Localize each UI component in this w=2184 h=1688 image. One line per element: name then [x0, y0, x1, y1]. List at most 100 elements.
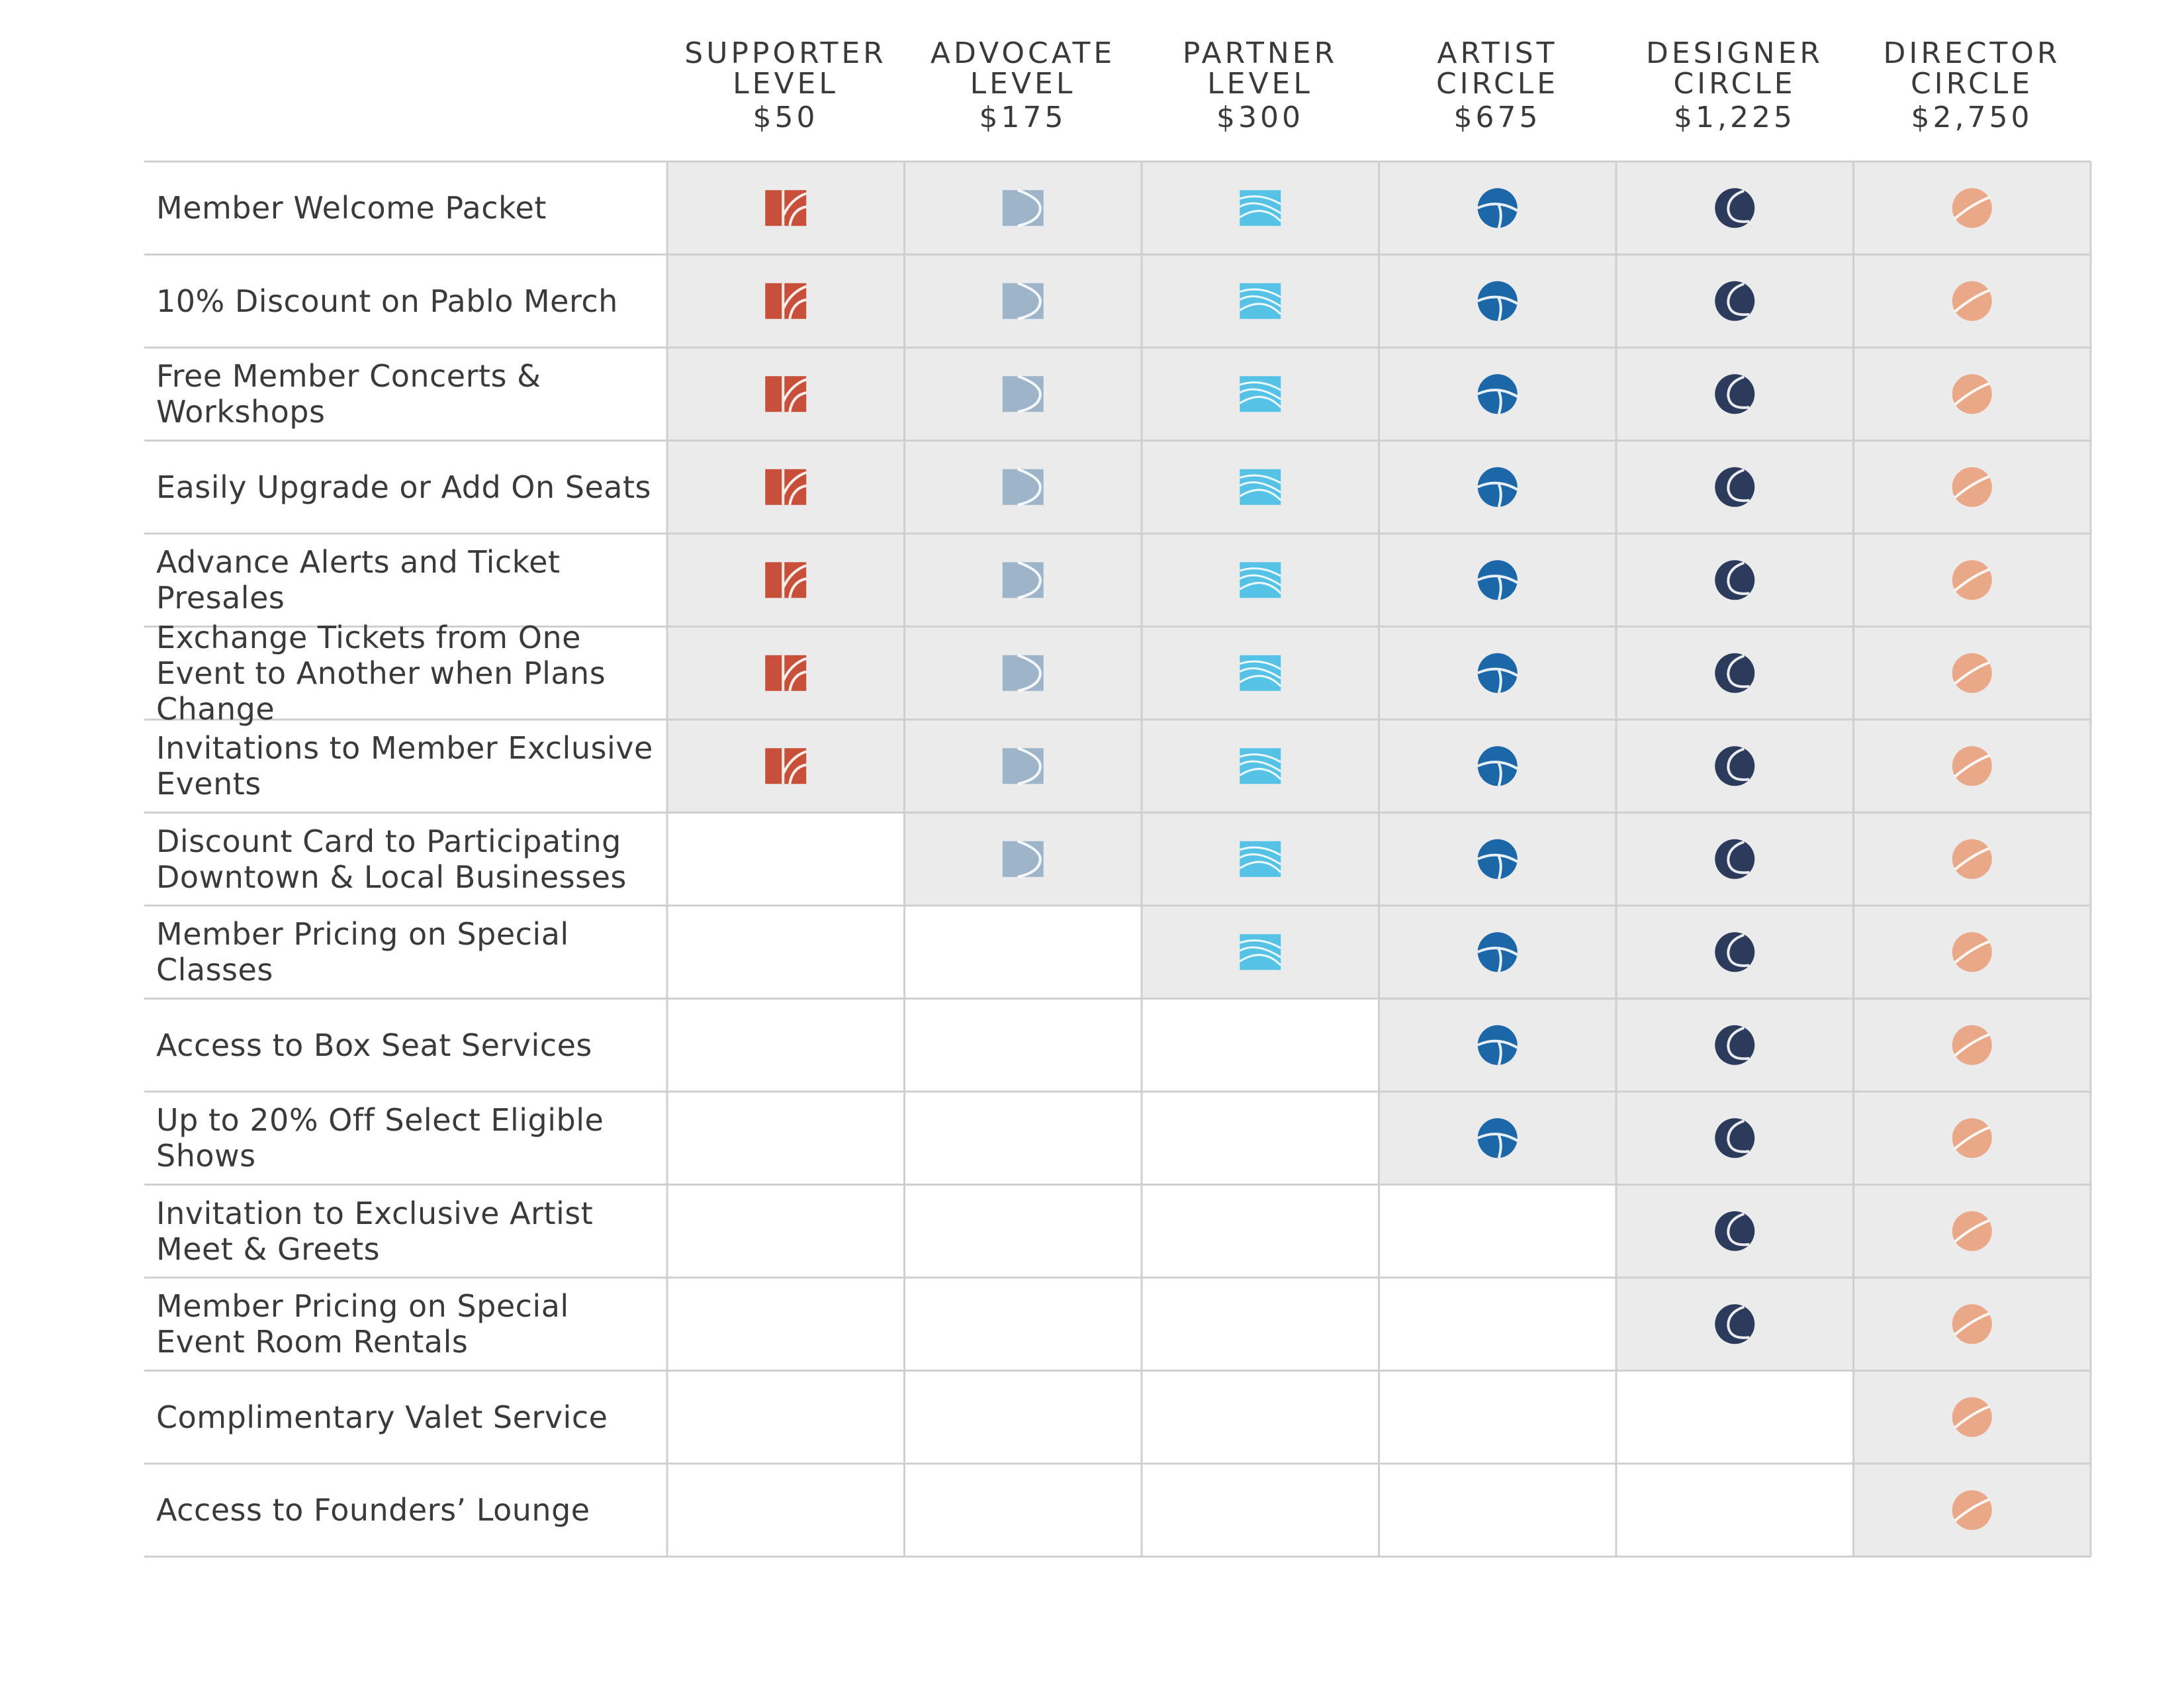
tier-price: $2,750 [1911, 101, 2033, 134]
tier-header: ARTIST CIRCLE $675 [1379, 38, 1616, 136]
designer-icon [1715, 1118, 1755, 1158]
tier-type: CIRCLE [1673, 67, 1796, 101]
tier-header: DESIGNER CIRCLE $1,225 [1616, 38, 1853, 136]
director-icon [1952, 932, 1992, 972]
benefit-label: Discount Card to Participating Downtown … [156, 823, 627, 895]
supporter-icon [765, 376, 807, 412]
partner-icon [1239, 841, 1282, 877]
designer-icon [1715, 653, 1755, 693]
artist-icon [1477, 653, 1518, 694]
partner-icon [1239, 562, 1282, 598]
supporter-icon [765, 562, 807, 598]
benefit-label: Complimentary Valet Service [156, 1399, 608, 1435]
tier-name: DESIGNER [1646, 36, 1823, 70]
benefit-label: Member Pricing on Special Classes [156, 916, 569, 988]
director-icon [1952, 1211, 1992, 1251]
benefit-label: Exchange Tickets from One Event to Anoth… [156, 619, 606, 727]
tier-header: ADVOCATE LEVEL $175 [905, 38, 1142, 136]
partner-icon [1239, 376, 1282, 412]
advocate-icon [1002, 839, 1044, 878]
director-icon [1952, 1025, 1992, 1065]
advocate-icon [1002, 281, 1044, 320]
artist-icon [1477, 1118, 1518, 1158]
benefit-label: Advance Alerts and Ticket Presales [156, 544, 561, 616]
designer-icon [1715, 1025, 1755, 1065]
benefit-label: Up to 20% Off Select Eligible Shows [156, 1102, 604, 1174]
designer-icon [1715, 1304, 1755, 1344]
advocate-icon [1002, 747, 1044, 786]
tier-price: $300 [1216, 101, 1304, 134]
tier-price: $675 [1453, 101, 1541, 134]
tier-header: PARTNER LEVEL $300 [1142, 38, 1379, 136]
director-icon [1952, 746, 1992, 786]
benefit-label: 10% Discount on Pablo Merch [156, 283, 618, 319]
designer-icon [1715, 839, 1755, 879]
director-icon [1952, 281, 1992, 321]
director-icon [1952, 1304, 1992, 1344]
advocate-icon [1002, 653, 1044, 692]
artist-icon [1477, 467, 1518, 508]
director-icon [1952, 653, 1992, 693]
supporter-icon [765, 469, 807, 506]
tier-type: LEVEL [1207, 67, 1313, 101]
benefit-label: Access to Founders’ Lounge [156, 1492, 590, 1528]
tier-price: $50 [752, 101, 819, 134]
partner-icon [1239, 934, 1282, 970]
supporter-icon [765, 190, 807, 226]
partner-icon [1239, 469, 1282, 505]
advocate-icon [1002, 467, 1044, 506]
designer-icon [1715, 374, 1755, 414]
partner-icon [1239, 655, 1282, 691]
benefit-label: Invitation to Exclusive Artist Meet & Gr… [156, 1195, 594, 1267]
tier-type: LEVEL [970, 67, 1076, 101]
benefit-label: Free Member Concerts & Workshops [156, 358, 541, 430]
advocate-icon [1002, 375, 1044, 414]
director-icon [1952, 560, 1992, 600]
director-icon [1952, 839, 1992, 879]
benefit-label: Invitations to Member Exclusive Events [156, 730, 653, 802]
director-icon [1952, 467, 1992, 507]
artist-icon [1477, 839, 1518, 880]
designer-icon [1715, 932, 1755, 972]
designer-icon [1715, 746, 1755, 786]
tier-header: SUPPORTER LEVEL $50 [667, 38, 904, 136]
tier-price: $175 [979, 101, 1067, 134]
advocate-icon [1002, 561, 1044, 600]
benefit-label: Member Pricing on Special Event Room Ren… [156, 1288, 569, 1360]
artist-icon [1477, 932, 1518, 972]
tier-type: CIRCLE [1910, 67, 2034, 101]
tier-name: ADVOCATE [930, 36, 1116, 70]
artist-icon [1477, 188, 1518, 228]
partner-icon [1239, 283, 1282, 319]
artist-icon [1477, 560, 1518, 600]
artist-icon [1477, 374, 1518, 414]
designer-icon [1715, 188, 1755, 228]
director-icon [1952, 1490, 1992, 1530]
partner-icon [1239, 190, 1282, 226]
partner-icon [1239, 748, 1282, 784]
director-icon [1952, 374, 1992, 414]
tier-type: LEVEL [733, 67, 839, 101]
tier-name: PARTNER [1182, 36, 1338, 70]
artist-icon [1477, 1025, 1518, 1066]
benefit-label: Access to Box Seat Services [156, 1027, 592, 1063]
tier-name: ARTIST [1437, 36, 1558, 70]
designer-icon [1715, 467, 1755, 507]
director-icon [1952, 1397, 1992, 1437]
supporter-icon [765, 655, 807, 692]
artist-icon [1477, 281, 1518, 322]
supporter-icon [765, 748, 807, 784]
designer-icon [1715, 560, 1755, 600]
benefit-label: Easily Upgrade or Add On Seats [156, 469, 651, 505]
director-icon [1952, 188, 1992, 228]
supporter-icon [765, 283, 807, 320]
tier-price: $1,225 [1674, 101, 1796, 134]
tier-name: SUPPORTER [684, 36, 887, 70]
advocate-icon [1002, 189, 1044, 228]
benefit-label: Member Welcome Packet [156, 190, 547, 226]
designer-icon [1715, 1211, 1755, 1251]
designer-icon [1715, 281, 1755, 321]
director-icon [1952, 1118, 1992, 1158]
tier-name: DIRECTOR [1883, 36, 2061, 70]
